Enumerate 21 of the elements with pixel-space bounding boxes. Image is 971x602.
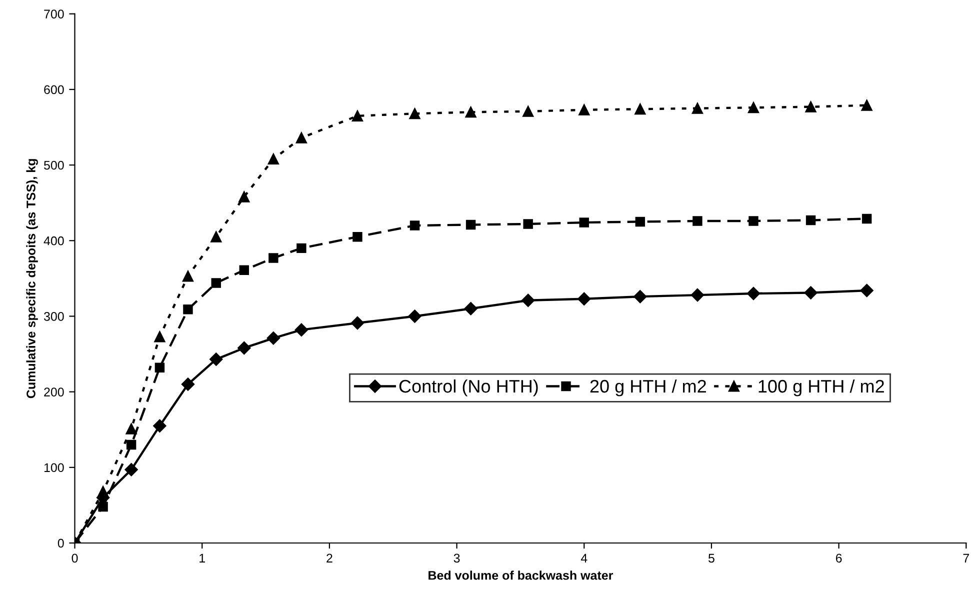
legend-label: 20 g HTH / m2 — [590, 379, 706, 396]
y-tick-label: 700 — [44, 10, 64, 18]
y-tick-label: 300 — [44, 312, 64, 321]
x-tick-label: 7 — [963, 554, 969, 562]
x-axis-title: Bed volume of backwash water — [428, 570, 614, 580]
y-tick-label: 400 — [44, 236, 64, 246]
y-tick-label: 0 — [58, 538, 64, 548]
y-tick-label: 600 — [44, 85, 64, 94]
x-tick-label: 4 — [580, 554, 588, 562]
y-tick-label: 100 — [44, 463, 64, 472]
legend-label: Control (No HTH) — [399, 379, 538, 396]
x-tick-label: 6 — [836, 554, 842, 563]
y-tick-label: 200 — [44, 388, 64, 396]
x-tick-label: 2 — [326, 554, 332, 562]
x-tick-label: 0 — [72, 554, 78, 563]
legend-label: 100 g HTH / m2 — [758, 379, 884, 396]
y-tick-label: 500 — [44, 160, 64, 170]
x-tick-label: 1 — [200, 554, 205, 562]
x-tick-label: 5 — [708, 554, 714, 563]
x-tick-label: 3 — [454, 554, 460, 563]
y-axis-title: Cumulative specific depoits (as TSS), kg — [26, 159, 38, 398]
